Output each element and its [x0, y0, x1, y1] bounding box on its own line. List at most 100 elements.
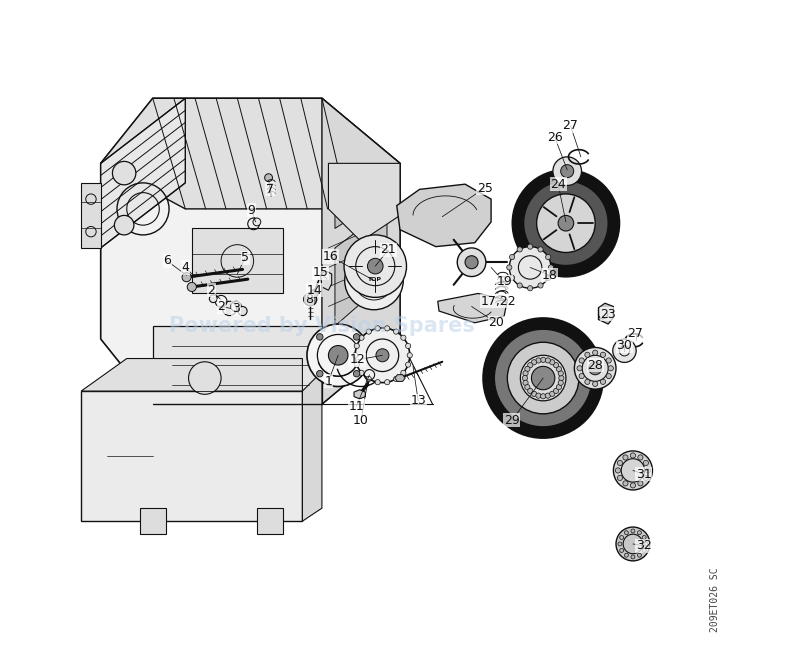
Text: 16: 16 — [322, 250, 338, 263]
Polygon shape — [397, 184, 491, 246]
Circle shape — [606, 358, 611, 363]
Circle shape — [253, 218, 261, 226]
Text: 28: 28 — [587, 359, 603, 372]
Polygon shape — [302, 372, 322, 521]
Circle shape — [554, 389, 558, 394]
Circle shape — [554, 363, 558, 368]
Text: 4: 4 — [182, 261, 190, 274]
Text: 7: 7 — [266, 183, 274, 196]
Text: 29: 29 — [504, 414, 520, 427]
Circle shape — [631, 555, 635, 559]
Text: 5: 5 — [241, 251, 249, 264]
Polygon shape — [101, 98, 400, 404]
Circle shape — [525, 385, 530, 390]
Circle shape — [585, 352, 590, 357]
Circle shape — [506, 265, 512, 270]
Circle shape — [394, 376, 398, 381]
Circle shape — [354, 334, 360, 340]
Circle shape — [541, 394, 546, 399]
Circle shape — [525, 366, 530, 372]
Circle shape — [574, 348, 616, 389]
Circle shape — [507, 342, 579, 414]
Circle shape — [513, 170, 619, 276]
Circle shape — [523, 380, 528, 385]
Circle shape — [182, 273, 191, 282]
Polygon shape — [101, 98, 400, 209]
Circle shape — [600, 379, 606, 385]
Circle shape — [329, 346, 348, 365]
Circle shape — [344, 235, 406, 297]
Text: 12: 12 — [350, 353, 366, 366]
Circle shape — [643, 475, 649, 481]
Polygon shape — [101, 98, 186, 248]
Text: 13: 13 — [410, 394, 426, 408]
Circle shape — [524, 181, 608, 265]
Circle shape — [523, 371, 528, 376]
Text: 6: 6 — [163, 254, 171, 267]
Text: Powered by Vision Spares: Powered by Vision Spares — [169, 316, 475, 336]
Circle shape — [614, 451, 653, 490]
Text: 31: 31 — [636, 468, 652, 481]
Text: 1: 1 — [325, 375, 332, 388]
Text: 21: 21 — [381, 243, 396, 256]
Circle shape — [538, 283, 543, 288]
Circle shape — [536, 358, 541, 363]
Text: 14: 14 — [306, 284, 322, 297]
Circle shape — [375, 326, 380, 331]
Circle shape — [376, 349, 389, 362]
Polygon shape — [438, 293, 507, 323]
Polygon shape — [322, 98, 400, 404]
Text: 19: 19 — [496, 275, 512, 288]
Circle shape — [265, 173, 273, 181]
Circle shape — [615, 468, 621, 473]
Circle shape — [579, 358, 584, 363]
Circle shape — [527, 244, 533, 249]
Circle shape — [642, 548, 646, 552]
Circle shape — [625, 554, 628, 557]
Polygon shape — [82, 391, 302, 521]
Circle shape — [367, 258, 383, 274]
Circle shape — [345, 251, 403, 310]
Circle shape — [483, 318, 603, 438]
Polygon shape — [321, 271, 332, 290]
Circle shape — [585, 379, 590, 385]
Circle shape — [561, 165, 574, 177]
Circle shape — [558, 376, 564, 381]
Circle shape — [556, 385, 562, 390]
Circle shape — [638, 455, 643, 460]
Circle shape — [548, 265, 554, 270]
Circle shape — [642, 535, 646, 539]
Text: 32: 32 — [636, 539, 652, 552]
Circle shape — [510, 275, 514, 280]
Circle shape — [618, 460, 622, 466]
Circle shape — [531, 360, 537, 365]
Circle shape — [406, 344, 410, 349]
Circle shape — [458, 248, 486, 276]
Circle shape — [385, 379, 390, 385]
Circle shape — [618, 475, 622, 481]
Circle shape — [623, 455, 628, 460]
Circle shape — [238, 306, 247, 316]
Circle shape — [644, 542, 648, 546]
Circle shape — [593, 381, 598, 387]
Circle shape — [638, 554, 642, 557]
Text: 26: 26 — [547, 131, 562, 144]
Text: 23: 23 — [600, 308, 616, 321]
Circle shape — [556, 366, 562, 372]
Circle shape — [527, 286, 533, 291]
Circle shape — [520, 355, 566, 401]
Circle shape — [517, 247, 522, 252]
Circle shape — [558, 371, 563, 376]
Text: 30: 30 — [617, 339, 632, 352]
Circle shape — [222, 301, 237, 316]
Circle shape — [618, 542, 622, 546]
Circle shape — [546, 358, 550, 363]
Circle shape — [528, 389, 533, 394]
Circle shape — [623, 481, 628, 486]
Circle shape — [538, 247, 543, 252]
Text: 2: 2 — [207, 284, 215, 297]
Text: 17,22: 17,22 — [481, 295, 517, 308]
Circle shape — [630, 482, 635, 488]
Circle shape — [620, 548, 624, 552]
Circle shape — [553, 157, 582, 185]
